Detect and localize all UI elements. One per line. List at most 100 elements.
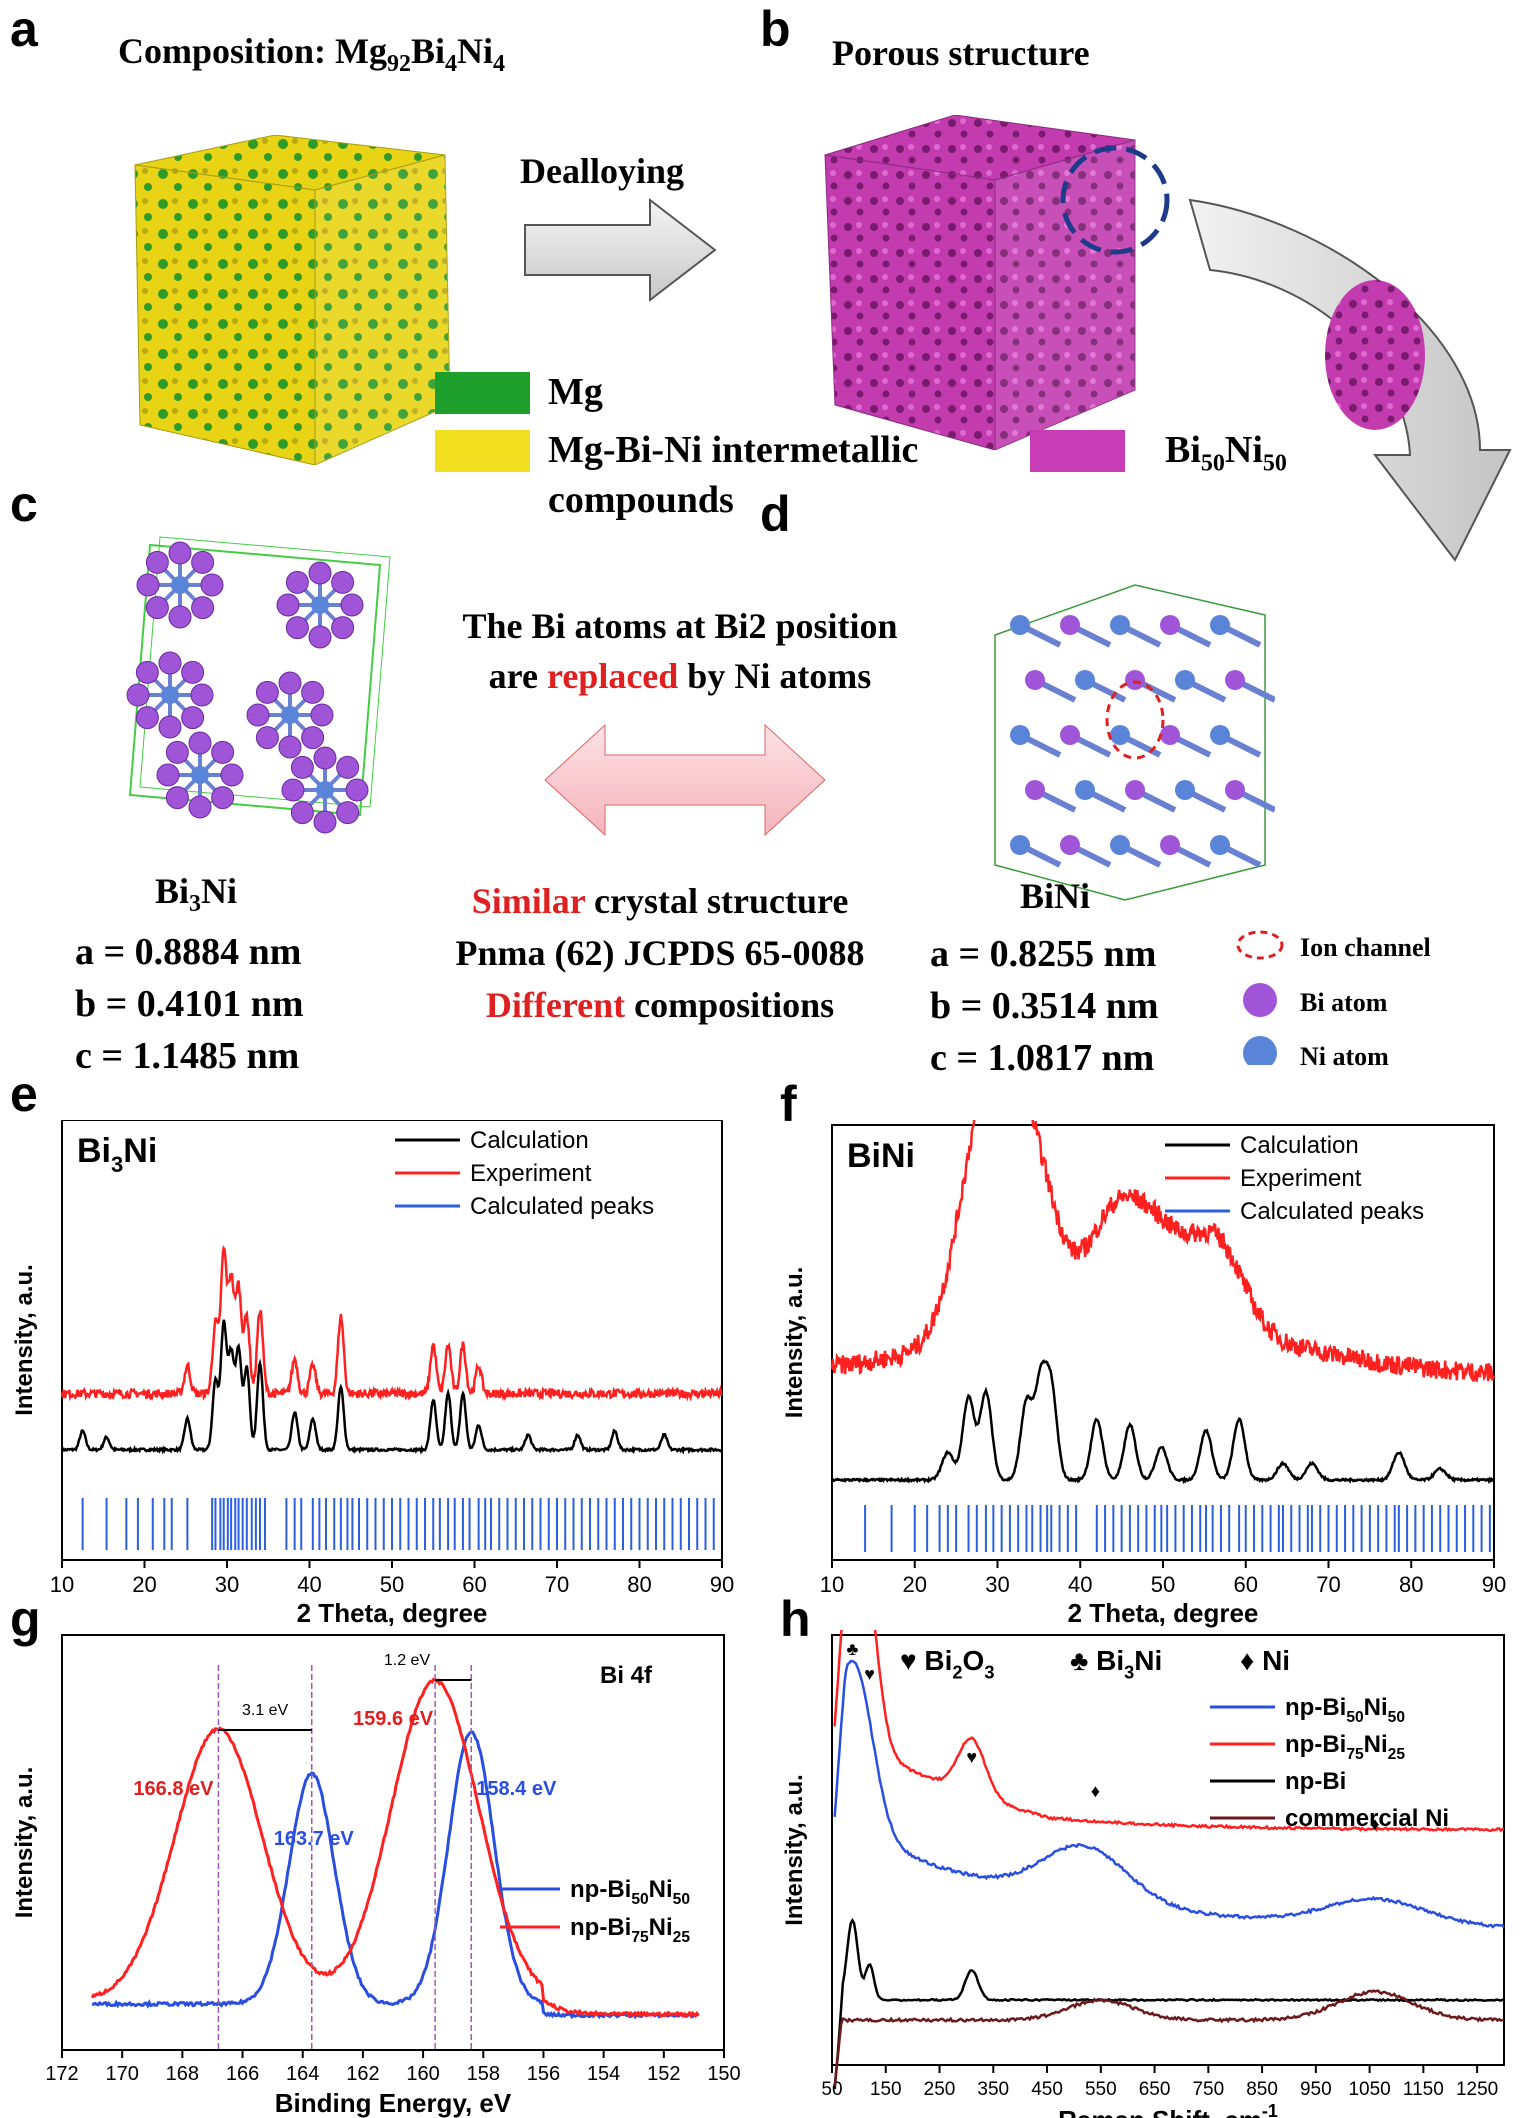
bi-atom bbox=[308, 561, 332, 585]
x-tick-label: 90 bbox=[1482, 1572, 1506, 1597]
x-tick-label: 30 bbox=[215, 1572, 239, 1597]
legend-label-0: np-Bi50Ni50 bbox=[570, 1876, 690, 1908]
legend-intermetallic-label: Mg-Bi-Ni intermetallic bbox=[548, 429, 919, 471]
panel-letter-a: a bbox=[10, 1, 38, 57]
bi-atom bbox=[1125, 780, 1145, 800]
composition-title: Composition: Mg92Bi4Ni4 bbox=[118, 31, 506, 78]
peak-marker-2: ♥ bbox=[966, 1747, 977, 1767]
x-tick-label: 170 bbox=[105, 2063, 138, 2085]
ni-atom bbox=[311, 596, 329, 614]
bi-atom bbox=[1060, 725, 1080, 745]
panel-letter-g: g bbox=[10, 1591, 41, 1647]
bini-lattice-a: a = 0.8255 nm bbox=[930, 933, 1157, 975]
ni-atom bbox=[1110, 725, 1130, 745]
bini-lattice-b: b = 0.3514 nm bbox=[930, 985, 1159, 1027]
marker-legend-1: ♣ Bi3Ni bbox=[1070, 1645, 1162, 1682]
x-tick-label: 1250 bbox=[1456, 2079, 1498, 2100]
x-tick-label: 10 bbox=[50, 1572, 74, 1597]
legend-intermetallic-swatch bbox=[435, 430, 530, 472]
bi-atom bbox=[1160, 725, 1180, 745]
peak-marker-1: ♥ bbox=[864, 1664, 875, 1684]
pnma-text: Pnma (62) JCPDS 65-0088 bbox=[455, 933, 865, 973]
np-bi50ni50-curve bbox=[91, 1730, 699, 2020]
bi-atom bbox=[285, 616, 309, 640]
porous-structure-title: Porous structure bbox=[832, 33, 1090, 73]
legend-ion-channel-label: Ion channel bbox=[1300, 933, 1431, 962]
plot-frame bbox=[831, 1124, 1495, 1561]
legend-ni-atom-label: Ni atom bbox=[1300, 1042, 1389, 1071]
legend-cd-symbols bbox=[1236, 930, 1284, 1065]
double-arrow bbox=[544, 723, 826, 837]
x-tick-label: 850 bbox=[1246, 2079, 1278, 2100]
bi-atom bbox=[181, 660, 205, 684]
x-tick-label: 150 bbox=[870, 2079, 902, 2100]
plot-frame bbox=[61, 1120, 723, 1561]
bi-atom bbox=[165, 786, 189, 810]
bi-atom bbox=[188, 731, 212, 755]
legend-label-0: Calculation bbox=[1240, 1132, 1359, 1159]
ni-atom bbox=[316, 781, 334, 799]
xrd-chart-bini: 10 20 30 40 50 60 70 80 90 2 Theta, degree Intensi… bbox=[781, 1120, 1506, 1628]
bi3ni-lattice-a: a = 0.8884 nm bbox=[75, 931, 302, 973]
similar-structure-text: Similar crystal structure bbox=[471, 881, 849, 921]
panel-letter-c: c bbox=[10, 476, 38, 532]
panel-letter-e: e bbox=[10, 1066, 38, 1122]
calculation-curve bbox=[831, 1359, 1495, 1485]
ni-atom bbox=[1210, 835, 1230, 855]
bi-atom bbox=[255, 680, 279, 704]
legend-intermetallic-label-2: compounds bbox=[548, 479, 734, 521]
bi-atom bbox=[336, 801, 360, 825]
bi-atom bbox=[191, 596, 215, 620]
panel-letter-f: f bbox=[780, 1076, 797, 1132]
ni-atom bbox=[1010, 615, 1030, 635]
bi-atom bbox=[308, 625, 332, 649]
x-tick-label: 20 bbox=[903, 1572, 927, 1597]
bi-atom bbox=[145, 550, 169, 574]
bi-atom bbox=[301, 726, 325, 750]
bi-atom bbox=[200, 573, 224, 597]
np-bi50ni50-curve bbox=[833, 1659, 1505, 1929]
x-axis-label: 2 Theta, degree bbox=[297, 1598, 488, 1628]
x-tick-label: 50 bbox=[380, 1572, 404, 1597]
bi-atom bbox=[1160, 835, 1180, 855]
x-tick-label: 1050 bbox=[1348, 2079, 1390, 2100]
bi-atom bbox=[255, 726, 279, 750]
zoomed-porous-image bbox=[1325, 280, 1425, 430]
bi-atom bbox=[168, 541, 192, 565]
x-tick-label: 750 bbox=[1192, 2079, 1224, 2100]
bi-atom bbox=[168, 605, 192, 629]
x-tick-label: 168 bbox=[166, 2063, 199, 2085]
bi-atom bbox=[1225, 670, 1245, 690]
x-tick-label: 450 bbox=[1031, 2079, 1063, 2100]
bi-atom bbox=[331, 616, 355, 640]
x-tick-label: 30 bbox=[985, 1572, 1009, 1597]
bi-atom bbox=[336, 755, 360, 779]
bi-replacement-line2: are replaced by Ni atoms bbox=[488, 656, 872, 696]
ni-atom-icon bbox=[1243, 1036, 1277, 1065]
legend-label-1: np-Bi75Ni25 bbox=[1285, 1731, 1405, 1763]
bini-lattice-c: c = 1.0817 nm bbox=[930, 1037, 1155, 1079]
x-tick-label: 40 bbox=[297, 1572, 321, 1597]
bi-atom bbox=[158, 715, 182, 739]
zoom-circle bbox=[1060, 145, 1170, 255]
legend-mg-label: Mg bbox=[548, 371, 603, 413]
bi-atom bbox=[310, 703, 334, 727]
ni-atom bbox=[1110, 615, 1130, 635]
legend-bi-atom-label: Bi atom bbox=[1300, 988, 1388, 1017]
legend-label-1: np-Bi75Ni25 bbox=[570, 1914, 690, 1946]
bi-atom bbox=[276, 593, 300, 617]
panel-letter-d: d bbox=[760, 486, 791, 542]
np-bi-curve bbox=[833, 1917, 1505, 2090]
ni-atom bbox=[161, 686, 179, 704]
different-compositions-text: Different compositions bbox=[485, 985, 835, 1025]
bi3ni-crystal-image bbox=[126, 536, 391, 834]
legend-mg-swatch bbox=[435, 372, 530, 414]
bi-atom bbox=[135, 660, 159, 684]
bi-atom bbox=[211, 740, 235, 764]
ni-atom bbox=[1010, 835, 1030, 855]
experiment-curve bbox=[60, 1245, 723, 1402]
x-tick-label: 350 bbox=[977, 2079, 1009, 2100]
x-tick-label: 80 bbox=[1399, 1572, 1423, 1597]
marker-legend-2: ♦ Ni bbox=[1240, 1645, 1290, 1676]
ni-atom bbox=[1210, 725, 1230, 745]
